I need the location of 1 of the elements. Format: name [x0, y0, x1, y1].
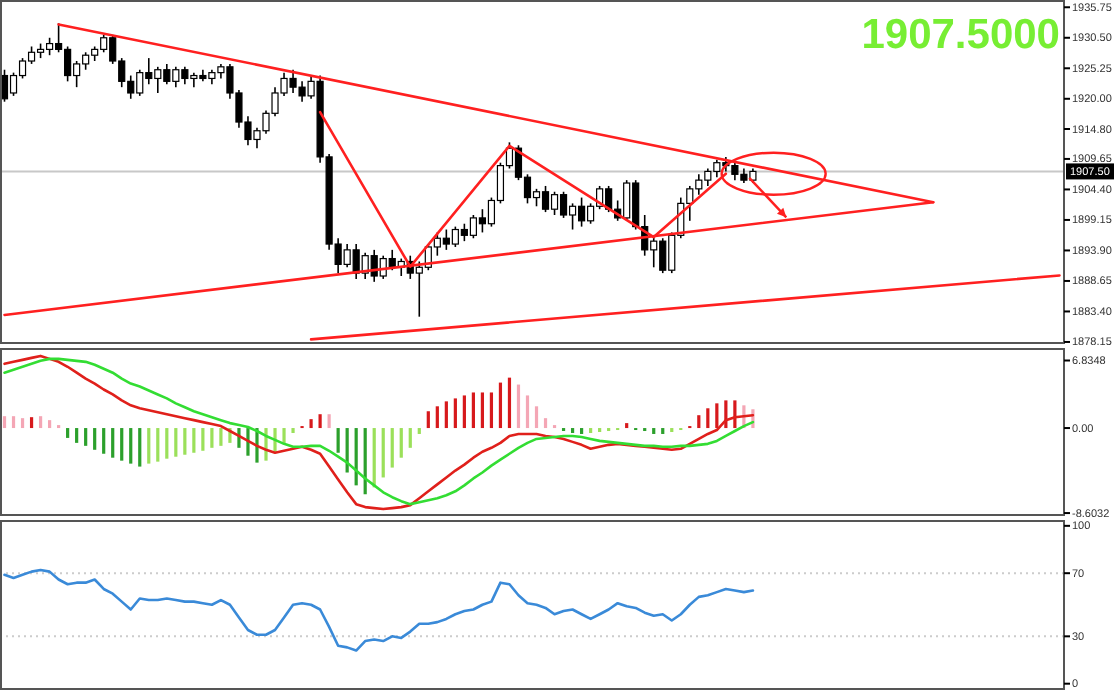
- annotation: 1907.5000: [861, 12, 1060, 58]
